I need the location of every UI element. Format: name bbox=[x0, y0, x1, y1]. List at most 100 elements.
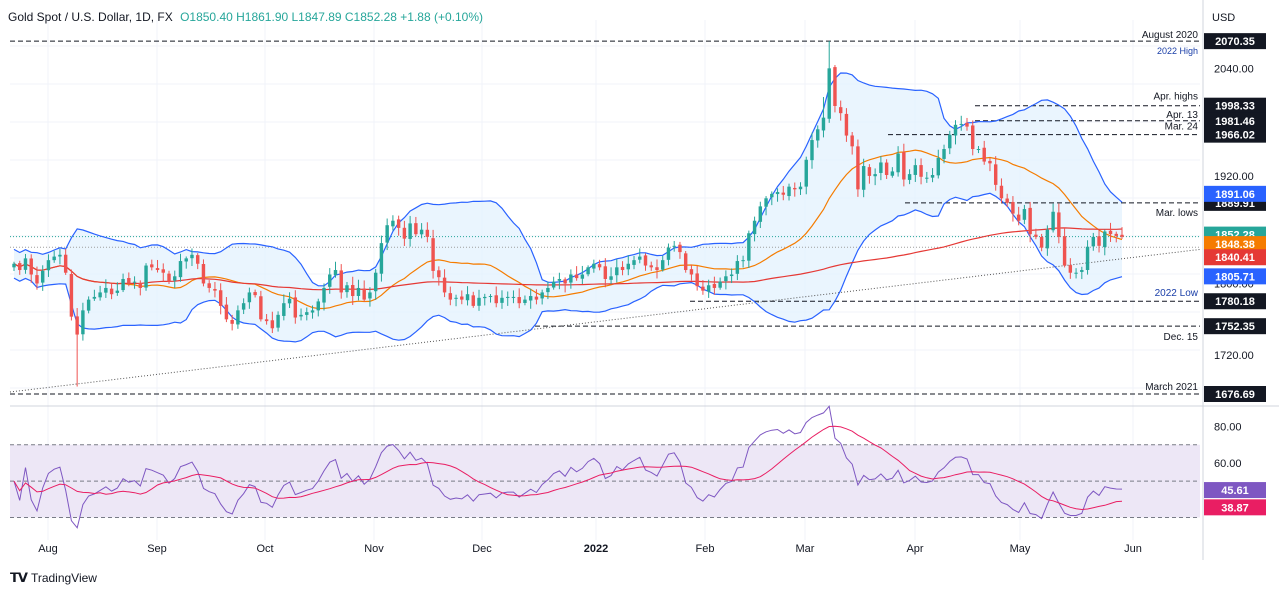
brand-label[interactable]: TradingView bbox=[30, 571, 97, 585]
candle-body bbox=[316, 301, 320, 311]
candle-body bbox=[557, 278, 562, 281]
y-axis[interactable]: USD2040.001920.001800.001720.0080.0060.0… bbox=[1212, 12, 1254, 470]
candle-body bbox=[230, 320, 234, 324]
candle-body bbox=[787, 186, 791, 197]
candle-body bbox=[52, 256, 56, 261]
x-tick-label: Jun bbox=[1124, 543, 1142, 555]
candle-body bbox=[1068, 265, 1073, 273]
candle-body bbox=[115, 290, 120, 293]
candle-body bbox=[936, 157, 941, 176]
price-badge-bg bbox=[1204, 236, 1266, 253]
candle-body bbox=[523, 299, 527, 303]
level-badge-bg bbox=[1204, 97, 1266, 114]
candle-body bbox=[993, 164, 998, 185]
candle-body bbox=[305, 312, 309, 315]
rsi-badge: 45.61 bbox=[1221, 485, 1249, 497]
rsi-tick-label: 60.00 bbox=[1214, 458, 1242, 470]
candle-body bbox=[907, 174, 912, 180]
bollinger-upper-line bbox=[13, 72, 1123, 287]
candle-body bbox=[1005, 198, 1009, 203]
candle-body bbox=[293, 297, 298, 318]
level-badge-bg bbox=[1204, 293, 1266, 310]
candle-body bbox=[718, 281, 722, 288]
level-badge-bg bbox=[1204, 386, 1266, 403]
candle-body bbox=[735, 261, 740, 274]
candle-body bbox=[712, 283, 717, 288]
candle-body bbox=[207, 283, 211, 288]
candle-body bbox=[706, 285, 711, 292]
candle-body bbox=[414, 223, 418, 235]
x-tick-label: Feb bbox=[696, 543, 715, 555]
currency-label: USD bbox=[1212, 12, 1235, 24]
candle-body bbox=[1051, 211, 1055, 231]
candle-body bbox=[75, 316, 79, 335]
candle-body bbox=[1034, 234, 1038, 237]
candle-body bbox=[81, 310, 85, 335]
candle-body bbox=[643, 255, 648, 266]
candle-body bbox=[1085, 246, 1090, 270]
candle-body bbox=[167, 273, 171, 282]
level-label: Mar. lows bbox=[1156, 208, 1198, 219]
candle-body bbox=[218, 290, 223, 306]
candle-body bbox=[701, 286, 705, 291]
candle-body bbox=[201, 264, 206, 284]
x-tick-label: Sep bbox=[147, 543, 167, 555]
candle-body bbox=[155, 268, 160, 271]
footer: 𝗧𝗩 TradingView bbox=[10, 570, 97, 586]
candle-body bbox=[724, 276, 728, 282]
candles bbox=[12, 41, 1124, 387]
level-badge-bg bbox=[1204, 112, 1266, 129]
candle-body bbox=[339, 270, 343, 293]
candle-body bbox=[431, 238, 435, 271]
x-tick-label: Mar bbox=[796, 543, 815, 555]
candle-body bbox=[879, 162, 883, 173]
candle-body bbox=[758, 206, 763, 222]
candle-body bbox=[391, 220, 395, 227]
candle-body bbox=[655, 267, 659, 271]
candle-body bbox=[534, 296, 539, 300]
candle-body bbox=[448, 293, 453, 300]
price-badge: 1848.38 bbox=[1215, 239, 1255, 251]
candle-body bbox=[419, 229, 424, 235]
level-badge: 1752.35 bbox=[1215, 321, 1255, 333]
candle-body bbox=[804, 159, 808, 187]
candle-body bbox=[322, 287, 326, 303]
candle-body bbox=[741, 260, 745, 262]
x-axis[interactable]: Aug Sep Oct Nov Dec 2022 Feb Mar Apr May Jun bbox=[38, 543, 1142, 555]
candle-body bbox=[798, 186, 803, 190]
level-badge: 1676.69 bbox=[1215, 389, 1255, 401]
candle-body bbox=[511, 296, 516, 298]
candle-body bbox=[546, 287, 550, 293]
candle-body bbox=[896, 153, 900, 173]
candle-body bbox=[517, 297, 521, 304]
candle-body bbox=[563, 279, 567, 284]
candle-body bbox=[270, 320, 275, 329]
level-badge: 2070.35 bbox=[1215, 36, 1255, 48]
candle-body bbox=[454, 297, 458, 299]
symbol-title[interactable]: Gold Spot / U.S. Dollar, 1D, FX bbox=[8, 10, 173, 24]
candle-body bbox=[959, 123, 963, 125]
candle-body bbox=[328, 274, 332, 287]
candle-body bbox=[580, 274, 585, 279]
candle-body bbox=[810, 140, 814, 161]
candle-body bbox=[282, 303, 286, 316]
candle-body bbox=[953, 124, 958, 136]
candle-body bbox=[833, 67, 837, 106]
candle-body bbox=[506, 296, 510, 298]
x-tick-label: 2022 bbox=[584, 543, 608, 555]
candle-body bbox=[592, 263, 596, 269]
candle-body bbox=[1097, 236, 1101, 246]
candle-body bbox=[373, 272, 378, 292]
tradingview-logo-icon[interactable]: 𝗧𝗩 bbox=[10, 570, 28, 585]
candle-body bbox=[747, 233, 751, 261]
candle-body bbox=[620, 266, 625, 271]
candle-body bbox=[276, 314, 280, 328]
candle-body bbox=[649, 265, 653, 268]
y-tick-label: 1920.00 bbox=[1214, 171, 1254, 183]
candle-body bbox=[982, 147, 986, 162]
candle-body bbox=[925, 177, 929, 179]
indicator-lines bbox=[13, 72, 1123, 343]
sma-long-line bbox=[13, 227, 1123, 291]
